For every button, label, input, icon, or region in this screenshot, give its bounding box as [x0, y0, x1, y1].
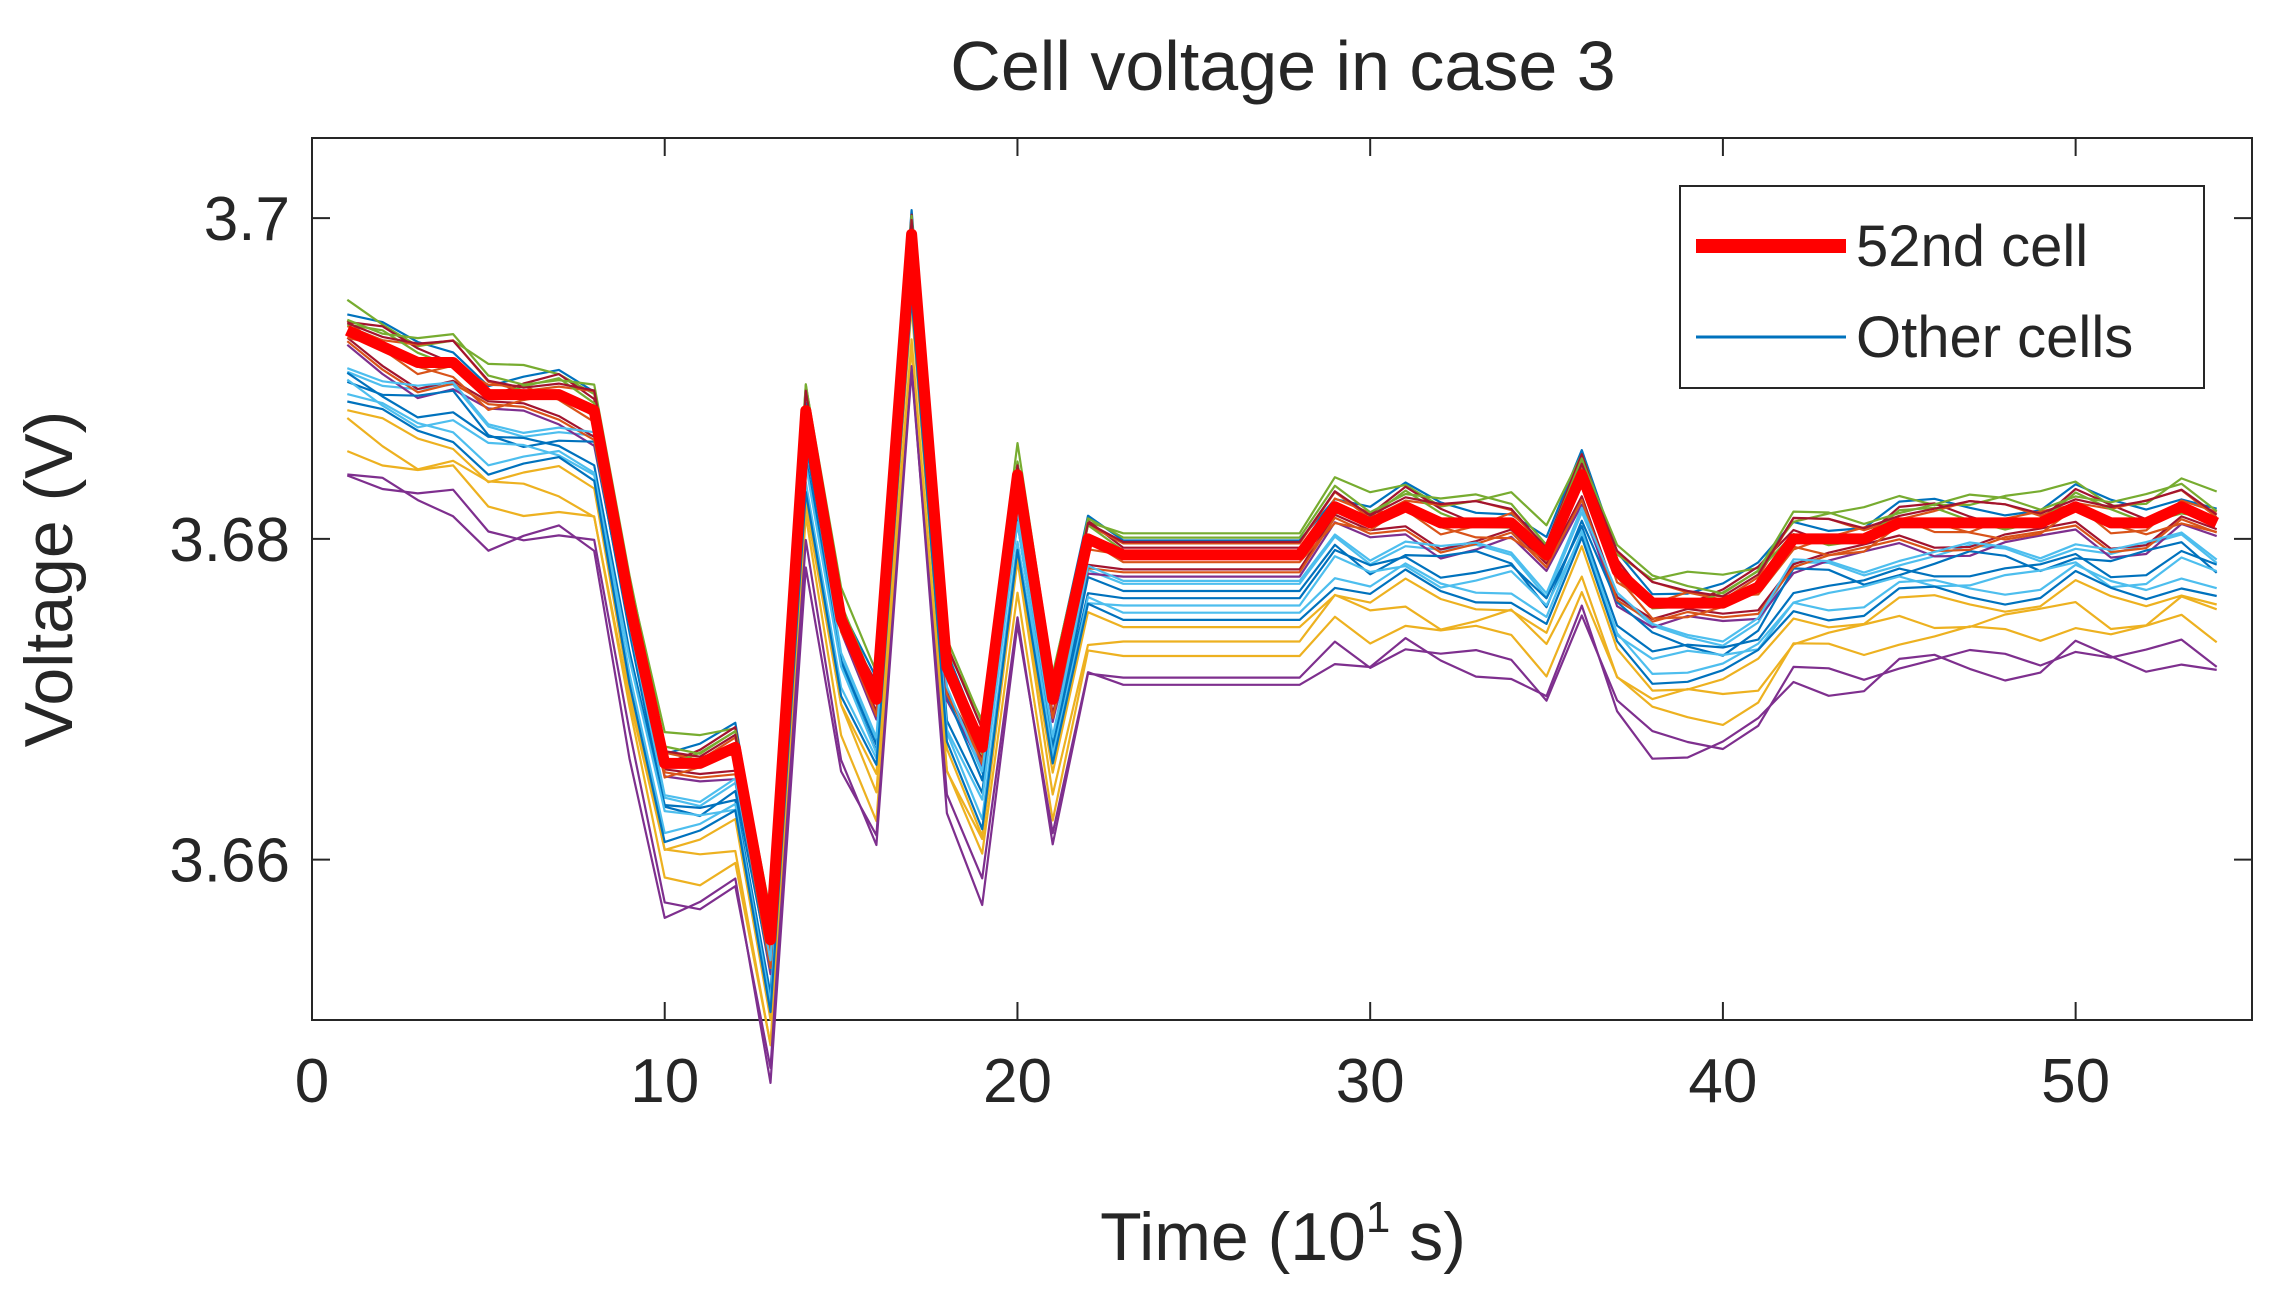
x-tick-label: 20	[983, 1047, 1052, 1116]
other-cell-line	[346, 338, 2218, 1047]
other-cell-line	[346, 296, 2218, 1005]
y-tick-label: 3.7	[204, 185, 290, 254]
x-tick-label: 50	[2041, 1047, 2110, 1116]
other-cell-line	[347, 290, 2217, 1005]
other-cell-line	[346, 262, 2218, 962]
legend-label-52nd-cell: 52nd cell	[1856, 214, 2088, 279]
x-tick-label: 0	[295, 1047, 329, 1116]
y-axis-label: Voltage (V)	[11, 411, 87, 747]
x-tick-label: 10	[630, 1047, 699, 1116]
other-cell-line	[346, 274, 2218, 971]
x-axis-label-main: Time (10	[1100, 1199, 1366, 1275]
other-cell-line	[347, 365, 2217, 1085]
x-axis-label: Time (101 s)	[1100, 1193, 1466, 1275]
y-tick-label: 3.66	[169, 827, 290, 896]
x-axis-label-exponent: 1	[1366, 1193, 1390, 1242]
axis-ticks: 0 10 20 30 40 50 3.66 3.68 3.7	[169, 138, 2252, 1116]
legend: 52nd cell Other cells	[1679, 185, 2205, 389]
highlight-line-group	[345, 228, 2219, 946]
other-cell-line	[346, 346, 2218, 1046]
x-axis-label-suffix: s)	[1390, 1199, 1466, 1275]
x-tick-label: 40	[1688, 1047, 1757, 1116]
legend-label-other-cells: Other cells	[1856, 305, 2133, 370]
chart-title: Cell voltage in case 3	[950, 27, 1615, 105]
y-tick-label: 3.68	[169, 506, 290, 575]
legend-box	[1679, 185, 2205, 389]
x-tick-label: 30	[1336, 1047, 1405, 1116]
other-cell-line	[347, 296, 2217, 1014]
highlight-52nd-cell-line	[345, 228, 2219, 946]
other-cell-line	[346, 369, 2218, 1070]
other-cell-line	[346, 215, 2218, 924]
